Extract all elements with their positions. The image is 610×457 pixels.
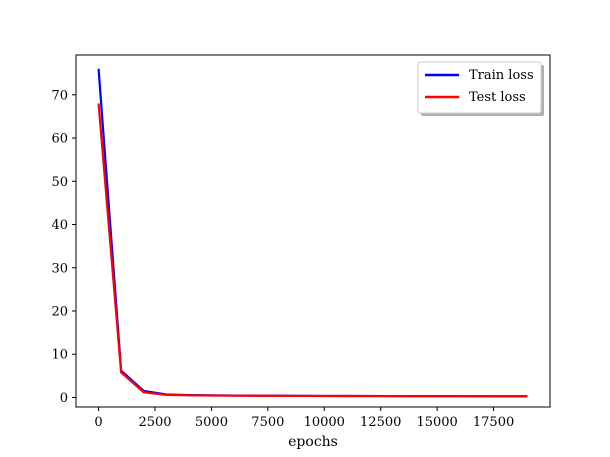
x-tick-label: 17500 [473,415,514,430]
series-layer [97,68,528,398]
x-tick-label: 2500 [138,415,171,430]
y-tick-label: 50 [51,175,68,190]
y-tick-label: 20 [51,305,68,320]
y-axis: 0 10 20 30 40 50 60 70 [51,88,76,406]
legend-label-train-loss: Train loss [469,68,534,83]
x-tick-label: 15000 [416,415,457,430]
x-axis-label: epochs [288,434,338,450]
y-tick-label: 10 [51,348,68,363]
y-tick-label: 70 [51,88,68,103]
y-tick-label: 0 [60,391,68,406]
x-tick-label: 5000 [195,415,228,430]
plot-frame [75,54,551,408]
y-tick-label: 40 [51,218,68,233]
legend-label-test-loss: Test loss [469,90,526,105]
y-tick-label: 30 [51,261,68,276]
x-tick-label: 12500 [360,415,401,430]
x-axis: 0 2500 5000 7500 10000 12500 15000 17500 [94,407,514,430]
x-tick-label: 7500 [251,415,284,430]
x-tick-label: 10000 [304,415,345,430]
x-tick-label: 0 [94,415,102,430]
legend: Train loss Test loss [417,61,544,116]
series-line-test-loss [97,103,528,398]
y-tick-label: 60 [51,132,68,147]
